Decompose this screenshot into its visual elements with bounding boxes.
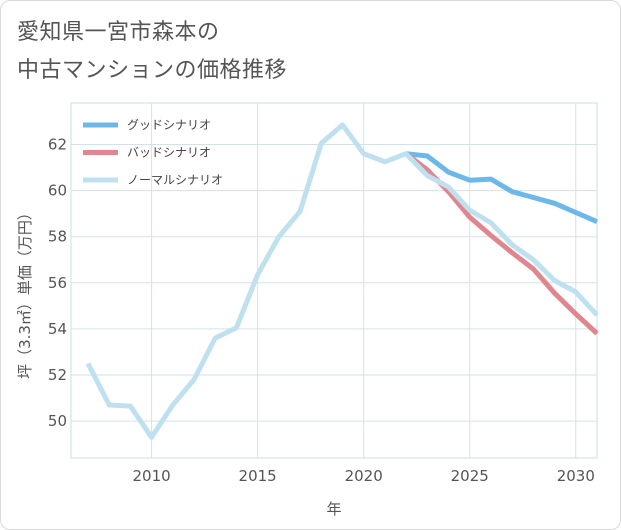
y-tick-label: 58 xyxy=(48,228,67,246)
y-tick-label: 60 xyxy=(48,182,67,200)
x-tick-label: 2015 xyxy=(239,467,277,485)
legend-label: バッドシナリオ xyxy=(127,146,211,160)
chart-title-line1: 愛知県一宮市森本の xyxy=(17,20,220,45)
chart-title-line2: 中古マンションの価格推移 xyxy=(17,58,288,83)
legend-label: グッドシナリオ xyxy=(127,118,211,132)
y-axis-title: 坪（3.3㎡）単価（万円） xyxy=(16,205,34,379)
x-tick-label: 2030 xyxy=(557,467,595,485)
plot-area xyxy=(70,102,598,459)
y-tick-label: 50 xyxy=(48,412,67,430)
x-tick-label: 2020 xyxy=(345,467,383,485)
y-tick-label: 54 xyxy=(48,320,67,338)
series-line-1 xyxy=(405,151,598,224)
series-layer xyxy=(85,122,599,440)
y-tick-label: 52 xyxy=(48,366,67,384)
y-tick-label: 62 xyxy=(48,135,67,153)
grid xyxy=(71,103,597,458)
legend-label: ノーマルシナリオ xyxy=(127,173,223,187)
y-tick-label: 56 xyxy=(48,274,67,292)
chart-title: 愛知県一宮市森本の 中古マンションの価格推移 xyxy=(17,14,577,90)
x-tick-label: 2010 xyxy=(133,467,171,485)
tick-labels: 2010 2015 2020 2025 2030 50 52 54 56 58 60 62 xyxy=(48,135,595,485)
x-axis-title: 年 xyxy=(326,500,341,518)
x-tick-label: 2025 xyxy=(451,467,489,485)
series-line-3 xyxy=(85,122,599,440)
